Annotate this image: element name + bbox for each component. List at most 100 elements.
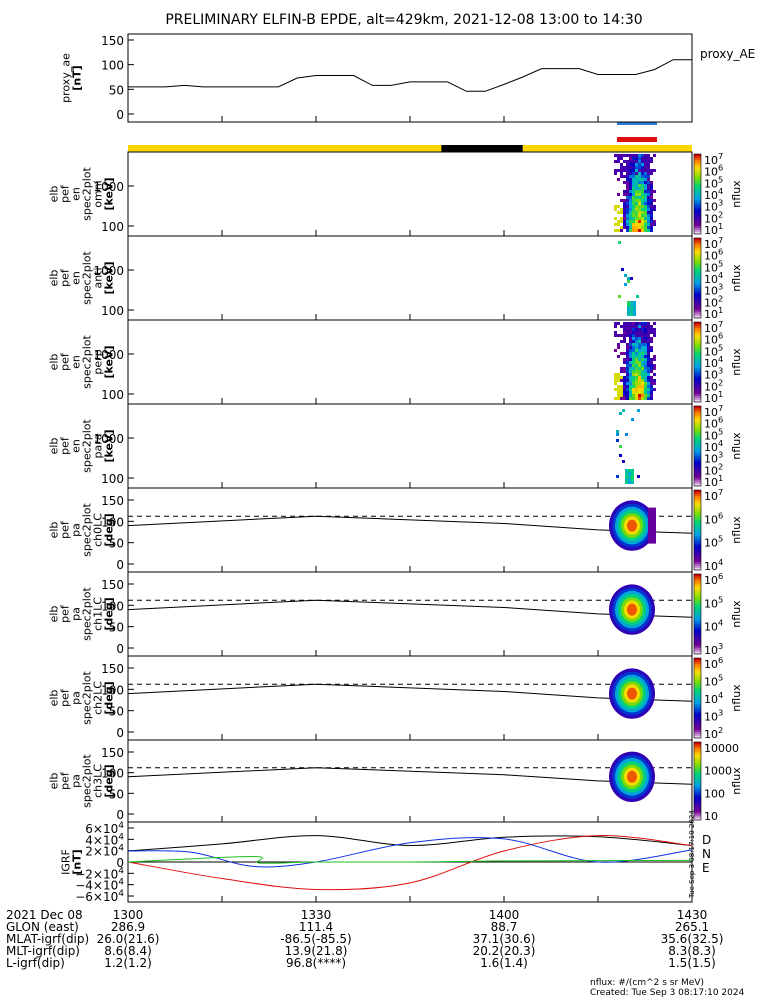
spectrogram-cell: [644, 163, 647, 166]
colorbar-cell: [694, 606, 701, 609]
colorbar-cell: [694, 408, 701, 411]
spectrogram-cell: [623, 175, 626, 178]
colorbar-cell: [694, 806, 701, 809]
colorbar-cell: [694, 554, 701, 557]
spectrogram: [614, 322, 656, 400]
colorbar-cell: [694, 781, 701, 784]
spectrogram-cell: [625, 481, 628, 484]
spectrogram-cell: [641, 349, 644, 352]
spectrogram-cell: [638, 211, 641, 214]
spectrogram-cell: [650, 190, 653, 193]
colorbar-cell: [694, 674, 701, 677]
y-tick-label: 0: [116, 642, 124, 656]
spectrogram-cell: [628, 475, 631, 478]
colorbar-cell: [694, 400, 701, 403]
colorbar-cell: [694, 218, 701, 221]
spectrogram-cell: [641, 211, 644, 214]
spectrogram-cell: [631, 481, 634, 484]
spectrogram-cell: [638, 367, 641, 370]
spectrogram-cell: [641, 358, 644, 361]
y-tick-label: 100: [101, 220, 124, 234]
spectrogram-cell: [644, 178, 647, 181]
spectrogram-cell: [626, 202, 629, 205]
spectrogram-cell: [647, 202, 650, 205]
proxy-ae-line: [128, 59, 692, 92]
spectrogram-cell: [647, 370, 650, 373]
orbit-value: 111.4: [299, 920, 333, 934]
spectrogram-cell: [635, 184, 638, 187]
colorbar-cell: [694, 170, 701, 173]
panel-ylabel: spec2plot: [81, 251, 94, 305]
colorbar-tick-label: 107: [704, 403, 723, 419]
spectrogram-cell: [620, 157, 623, 160]
colorbar-cell: [694, 442, 701, 445]
panel-anti: elbpefenspec2plotanti[keV]10001001071061…: [48, 235, 744, 321]
spectrogram-cell: [626, 163, 629, 166]
colorbar: 106 105 104 103 nflux: [693, 571, 743, 657]
spectrogram-cell: [638, 376, 641, 379]
colorbar-cell: [694, 777, 701, 780]
spectrogram-cell: [627, 277, 630, 280]
colorbar-cell: [694, 454, 701, 457]
colorbar-cell: [694, 598, 701, 601]
spectrogram-cell: [644, 202, 647, 205]
spectrogram-cell: [626, 184, 629, 187]
colorbar-cell: [694, 364, 701, 367]
panel-ylabel: en: [70, 355, 83, 369]
spectrogram-cell: [635, 181, 638, 184]
spectrogram-cell: [617, 346, 620, 349]
colorbar-cell: [694, 298, 701, 301]
spectrogram-cell: [647, 199, 650, 202]
spectrogram-cell: [632, 226, 635, 229]
spectrogram-cell: [629, 226, 632, 229]
spectrogram-cell: [626, 178, 629, 181]
spectrogram-cell: [644, 160, 647, 163]
spectrogram-cell: [629, 220, 632, 223]
spectrogram-cell: [623, 169, 626, 172]
spectrogram-cell: [638, 370, 641, 373]
colorbar-cell: [694, 448, 701, 451]
colorbar-cell: [694, 538, 701, 541]
colorbar-cell: [694, 626, 701, 629]
spectrogram-cell: [647, 175, 650, 178]
spectrogram-cell: [619, 412, 622, 415]
spectrogram-cell: [647, 157, 650, 160]
orbit-value: 20.2(20.3): [473, 944, 536, 958]
spectrogram-cell: [635, 187, 638, 190]
spectrogram-cell: [626, 187, 629, 190]
colorbar-cell: [694, 230, 701, 233]
colorbar-tick-label: 104: [704, 557, 723, 573]
spectrogram-cell: [638, 379, 641, 382]
spectrogram-cell: [650, 388, 653, 391]
spectrogram-cell: [641, 205, 644, 208]
spectrogram-cell: [614, 223, 617, 226]
spectrogram-cell: [650, 397, 653, 400]
spectrogram-cell: [617, 211, 620, 214]
colorbar-tick-label: 10: [704, 810, 718, 823]
spectrogram-cell: [635, 163, 638, 166]
spectrogram-cell: [617, 355, 620, 358]
colorbar-cell: [694, 394, 701, 397]
spectrogram-cell: [614, 154, 617, 157]
spectrogram: [616, 409, 640, 484]
colorbar-cell: [694, 176, 701, 179]
spectrogram-cell: [638, 178, 641, 181]
spectrogram-cell: [635, 343, 638, 346]
pitch-angle-panel-0: [127, 500, 693, 551]
spectrogram-cell: [638, 328, 641, 331]
spectrogram-cell: [629, 370, 632, 373]
spectrogram-cell: [623, 190, 626, 193]
spectrogram-cell: [632, 379, 635, 382]
spectrogram-cell: [650, 169, 653, 172]
spectrogram-cell: [641, 157, 644, 160]
spectrogram-cell: [638, 325, 641, 328]
spectrogram-cell: [620, 217, 623, 220]
spectrogram-cell: [626, 166, 629, 169]
spectrogram-cell: [629, 181, 632, 184]
colorbar-cell: [694, 747, 701, 751]
spectrogram-cell: [635, 154, 638, 157]
panel-ylabel: pa: [70, 774, 83, 788]
spectrogram-cell: [629, 376, 632, 379]
spectrogram-cell: [620, 376, 623, 379]
colorbar-cell: [694, 346, 701, 349]
